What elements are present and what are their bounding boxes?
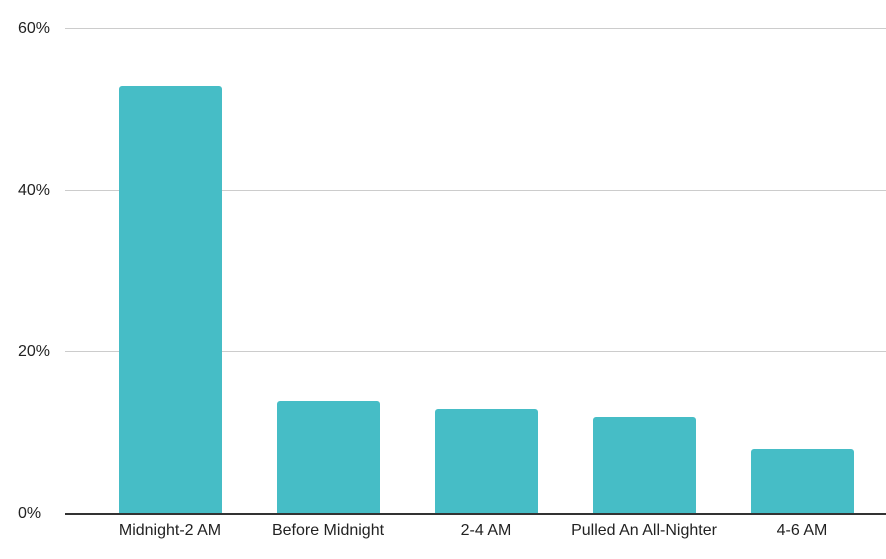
plot-area xyxy=(65,28,886,515)
y-tick-label: 0% xyxy=(18,505,42,522)
bar-4-6-am[interactable] xyxy=(750,449,854,514)
bar-2-4-am[interactable] xyxy=(434,408,538,514)
bar-slot xyxy=(249,29,407,514)
bar-slot xyxy=(91,29,249,514)
bar-pulled-an-all-nighter[interactable] xyxy=(592,417,696,514)
y-tick-label: 40% xyxy=(18,181,51,199)
x-axis-line xyxy=(65,513,886,515)
y-tick-label: 60% xyxy=(18,20,51,37)
gridline xyxy=(65,189,886,191)
bar-slot xyxy=(407,29,565,514)
bar-before-midnight[interactable] xyxy=(276,400,380,514)
gridline xyxy=(65,351,886,353)
x-category-label: Before Midnight xyxy=(271,522,385,539)
x-category-label: 2-4 AM xyxy=(460,522,512,539)
x-category-label: Midnight-2 AM xyxy=(118,522,222,539)
x-category-label: Pulled An All-Nighter xyxy=(571,522,717,539)
gridline xyxy=(65,28,886,29)
bar-slot xyxy=(723,29,881,514)
bar-midnight-2-am[interactable] xyxy=(118,85,222,514)
x-category-label: 4-6 AM xyxy=(776,522,828,539)
bar-slot xyxy=(565,29,723,514)
bars-row xyxy=(91,29,881,514)
y-tick-label: 20% xyxy=(18,343,51,361)
x-axis-category-labels: Midnight-2 AM Before Midnight 2-4 AM Pulled… xyxy=(91,522,881,540)
